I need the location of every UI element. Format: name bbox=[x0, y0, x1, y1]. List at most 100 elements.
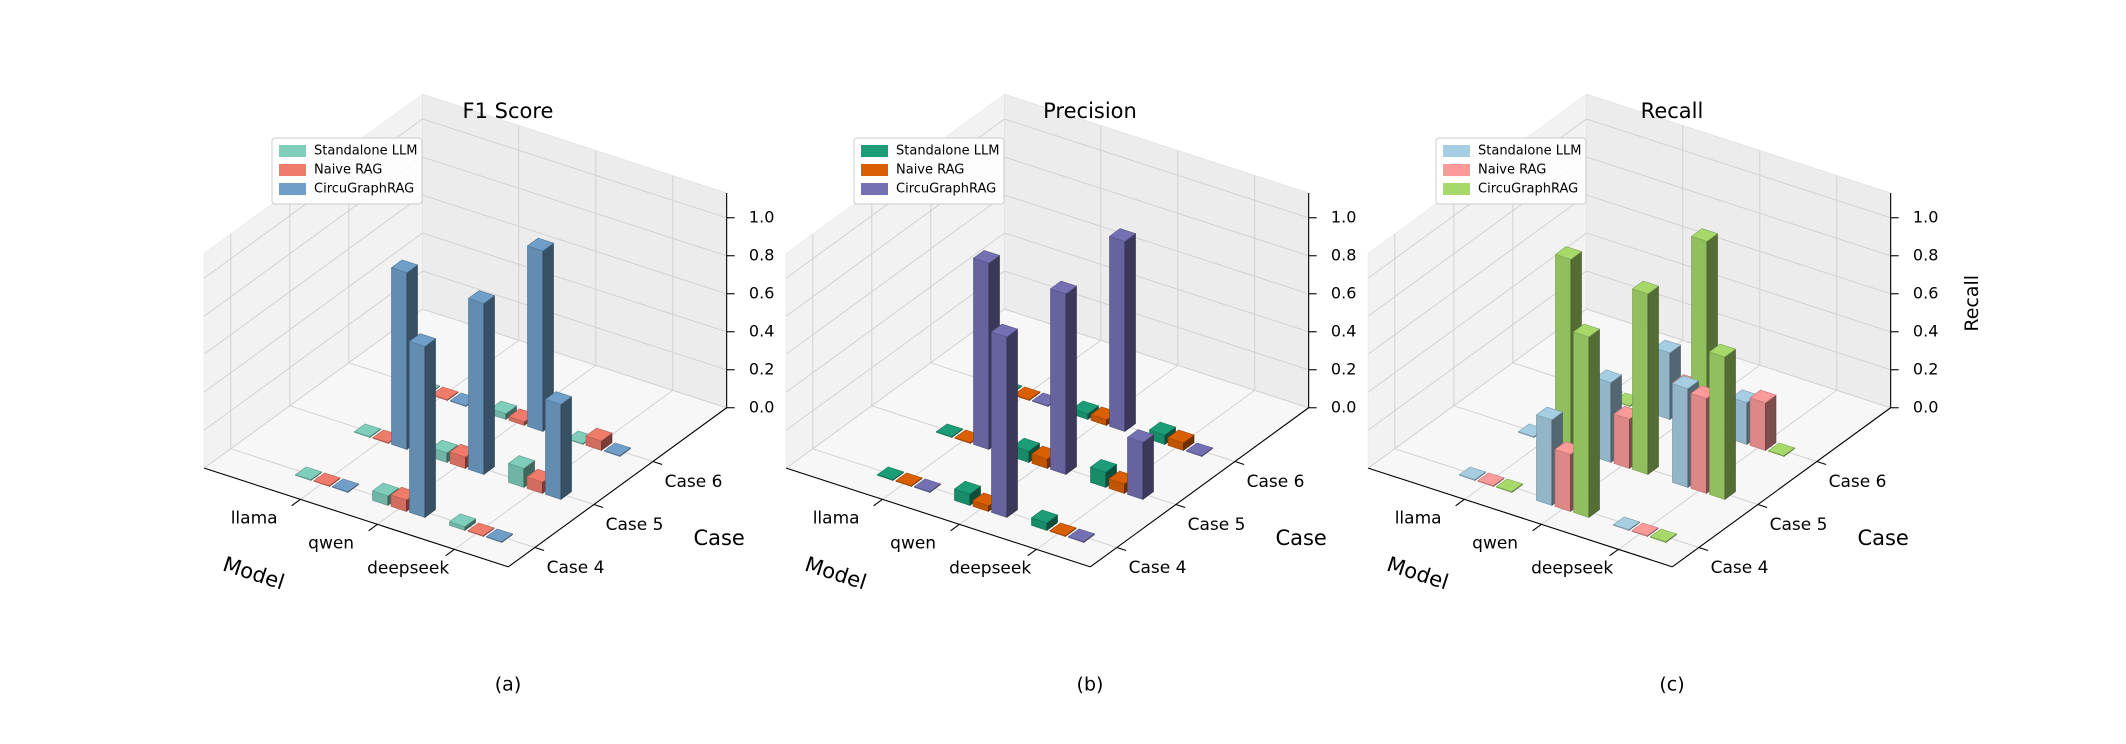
bar-top-face bbox=[1477, 472, 1505, 486]
bar-top-face bbox=[1458, 466, 1487, 480]
legend-box bbox=[1435, 137, 1587, 205]
bar-top-face bbox=[1049, 522, 1077, 536]
z-axis bbox=[1890, 193, 1899, 409]
bar-top-face bbox=[1012, 437, 1041, 452]
bar-top-face bbox=[1690, 228, 1719, 242]
bar-deepseek-6-series-2 bbox=[1749, 389, 1777, 451]
bar-top-face bbox=[507, 455, 536, 469]
bar-top-face bbox=[1126, 429, 1155, 443]
bar-llama-4-series-1 bbox=[294, 466, 323, 481]
model-tick bbox=[1609, 548, 1619, 557]
bar-front-face bbox=[1554, 448, 1571, 512]
model-tick-label: deepseek bbox=[367, 559, 449, 579]
bar-front-face bbox=[1709, 351, 1726, 500]
bar-front-face bbox=[1109, 235, 1126, 432]
bar-side-face bbox=[1647, 285, 1659, 475]
bar-top-face bbox=[935, 423, 964, 437]
legend-entry: CircuGraphRAG bbox=[314, 182, 414, 197]
bar-llama-5-series-1 bbox=[935, 423, 964, 438]
z-tick-label: 0.2 bbox=[749, 359, 774, 378]
model-tick bbox=[1532, 523, 1542, 532]
bar-deepseek-4-series-1 bbox=[1612, 516, 1641, 531]
bar-front-face bbox=[527, 245, 544, 432]
case-tick-label: Case 5 bbox=[1188, 515, 1246, 535]
bar-deepseek-4-series-1 bbox=[1030, 509, 1059, 531]
bar-top-face bbox=[448, 513, 477, 527]
bar-llama-4-series-1 bbox=[876, 466, 905, 481]
bar-deepseek-5-series-1 bbox=[1089, 459, 1118, 488]
bar-top-face bbox=[1148, 421, 1177, 436]
z-tick-label: 1.0 bbox=[1331, 207, 1356, 226]
bar-front-face bbox=[1127, 436, 1144, 500]
model-axis bbox=[786, 467, 1091, 568]
bar-deepseek-6-series-1 bbox=[1148, 421, 1177, 445]
bar-qwen-6-series-1 bbox=[1071, 400, 1100, 420]
legend-entry: Standalone LLM bbox=[1478, 144, 1581, 159]
case-axis-label: Case bbox=[693, 526, 744, 550]
case-axis-label: Case bbox=[1857, 526, 1908, 550]
case-tick bbox=[1234, 460, 1245, 466]
legend-swatch bbox=[861, 164, 888, 176]
bar-side-face bbox=[1065, 285, 1077, 475]
z-tick-label: 0.4 bbox=[1913, 321, 1938, 340]
bar-top-face bbox=[990, 323, 1019, 338]
z-gridline bbox=[1367, 308, 1891, 469]
bar-qwen-6-series-3 bbox=[526, 237, 555, 432]
case-tick-label: Case 4 bbox=[547, 558, 605, 578]
bar-top-face bbox=[1013, 386, 1041, 400]
model-axis bbox=[1368, 467, 1673, 568]
legend-swatch bbox=[279, 145, 306, 157]
z-axis bbox=[1308, 193, 1317, 409]
z-tick-label: 0.6 bbox=[1913, 283, 1938, 302]
bar-deepseek-6-series-3 bbox=[1185, 442, 1214, 457]
legend-box bbox=[271, 137, 423, 205]
legend: Standalone LLM Naive RAG CircuGraphRAG bbox=[853, 137, 1005, 205]
bar-deepseek-4-series-3 bbox=[485, 528, 514, 543]
case-tick-label: Case 4 bbox=[1129, 558, 1187, 578]
model-tick-label: qwen bbox=[890, 534, 936, 554]
panel-caption: (c) bbox=[1659, 674, 1684, 696]
bar-top-face bbox=[1631, 280, 1660, 295]
bar-side-face bbox=[424, 338, 436, 518]
bar-llama-4-series-2 bbox=[313, 472, 341, 487]
z-tick-label: 1.0 bbox=[1913, 207, 1938, 226]
bar-top-face bbox=[1594, 369, 1623, 383]
z-tick-label: 1.0 bbox=[749, 207, 774, 226]
case-tick-label: Case 5 bbox=[606, 515, 664, 535]
bar-top-face bbox=[1749, 389, 1777, 404]
bar-front-face bbox=[991, 331, 1008, 518]
bar-top-face bbox=[1767, 442, 1796, 456]
case-axis-line bbox=[1090, 407, 1309, 568]
bar-deepseek-6-series-2 bbox=[585, 427, 613, 451]
bar-front-face bbox=[1573, 331, 1590, 518]
legend-entry: Naive RAG bbox=[314, 163, 382, 178]
z-tick-label: 0.8 bbox=[1331, 245, 1356, 264]
z-gridline bbox=[1367, 270, 1891, 431]
bar-top-face bbox=[408, 333, 437, 347]
bar-top-face bbox=[953, 480, 982, 495]
chart-panel-1: llama qwen deepseek Model Case 4 Case 5 Case 6… bbox=[203, 93, 819, 696]
bar-top-face bbox=[603, 442, 632, 456]
bar-deepseek-4-series-3 bbox=[1649, 528, 1678, 543]
bar-llama-4-series-2 bbox=[895, 472, 923, 487]
z-gridline bbox=[1367, 232, 1891, 393]
bar-deepseek-4-series-1 bbox=[448, 513, 477, 531]
bar-side-face bbox=[1765, 394, 1777, 451]
bar-top-face bbox=[544, 391, 573, 405]
model-tick bbox=[368, 523, 378, 532]
case-axis-line bbox=[1672, 407, 1891, 568]
panel-caption: (b) bbox=[1077, 674, 1104, 696]
bar-top-face bbox=[467, 290, 496, 304]
bar-front-face bbox=[409, 340, 426, 518]
bar-side-face bbox=[1124, 233, 1136, 432]
legend-entry: CircuGraphRAG bbox=[896, 182, 996, 197]
bar-top-face bbox=[485, 528, 514, 542]
z-tick-label: 0.8 bbox=[1913, 245, 1938, 264]
bar-side-face bbox=[483, 295, 495, 475]
z-tick-label: 0.0 bbox=[1331, 397, 1356, 416]
case-axis bbox=[1090, 407, 1309, 568]
chart-title: F1 Score bbox=[463, 99, 554, 123]
z-gridline bbox=[785, 232, 1309, 393]
bar-top-face bbox=[1708, 343, 1737, 358]
bar-qwen-5-series-3 bbox=[1631, 280, 1660, 475]
